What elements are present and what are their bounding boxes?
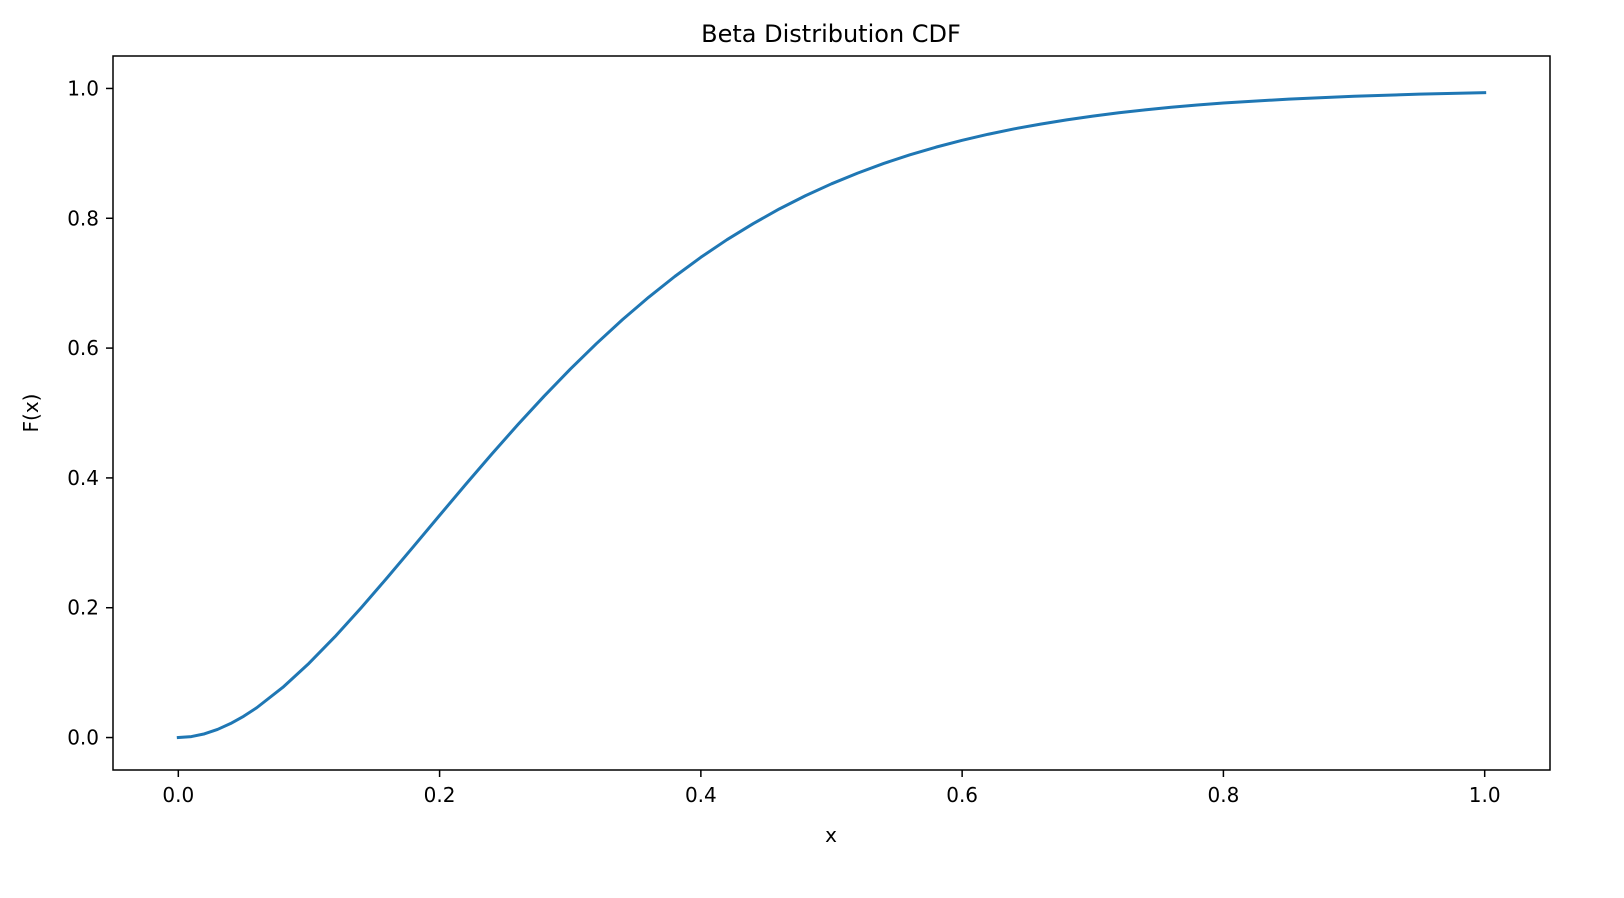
plot-frame — [112, 55, 1551, 771]
y-axis-label: F(x) — [19, 394, 43, 433]
y-tick-label: 1.0 — [67, 76, 99, 100]
chart-title: Beta Distribution CDF — [701, 20, 961, 48]
x-tick-label: 1.0 — [1469, 783, 1501, 807]
y-tick-label: 0.0 — [67, 726, 99, 750]
y-tick-label: 0.2 — [67, 596, 99, 620]
x-tick-label: 0.8 — [1208, 783, 1240, 807]
x-axis: 0.0 0.2 0.4 0.6 0.8 1.0 — [162, 770, 1501, 807]
y-tick-label: 0.4 — [67, 466, 99, 490]
x-tick-label: 0.0 — [162, 783, 194, 807]
y-axis: 0.0 0.2 0.4 0.6 0.8 1.0 — [67, 76, 113, 750]
x-axis-label: x — [825, 823, 837, 847]
cdf-line — [176, 91, 1487, 740]
y-tick-label: 0.8 — [67, 206, 99, 230]
x-tick-label: 0.6 — [946, 783, 978, 807]
plot-area — [176, 91, 1487, 740]
x-tick-label: 0.2 — [424, 783, 456, 807]
y-tick-label: 0.6 — [67, 336, 99, 360]
x-tick-label: 0.4 — [685, 783, 717, 807]
